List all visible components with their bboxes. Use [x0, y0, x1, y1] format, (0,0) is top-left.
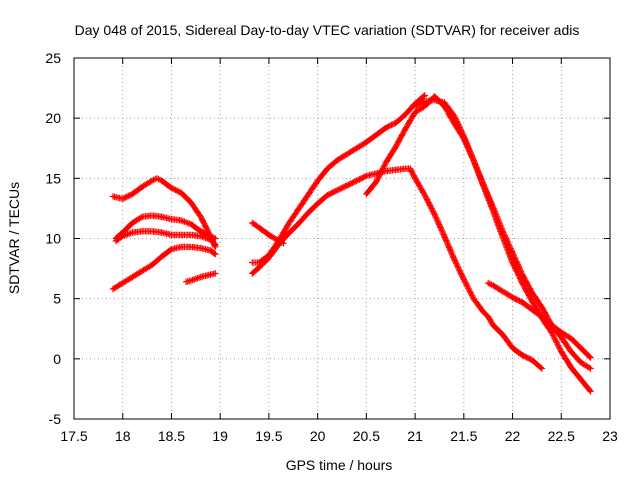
y-tick-label: 15	[45, 170, 61, 186]
x-tick-label: 21.5	[450, 428, 477, 444]
x-tick-label: 20	[310, 428, 326, 444]
y-tick-label: 25	[45, 50, 61, 66]
x-tick-label: 21	[407, 428, 423, 444]
x-tick-label: 18.5	[158, 428, 185, 444]
data-series	[109, 92, 594, 395]
x-tick-label: 19.5	[255, 428, 282, 444]
x-tick-label: 20.5	[353, 428, 380, 444]
y-tick-label: 10	[45, 231, 61, 247]
grid	[74, 58, 610, 419]
x-tick-label: 23	[602, 428, 618, 444]
series-track-3	[112, 228, 219, 248]
series-track-4	[109, 243, 219, 293]
series-track-8	[249, 165, 545, 372]
series-track-10	[411, 96, 594, 395]
y-axis-label: SDTVAR / TECUs	[6, 182, 22, 294]
x-tick-label: 18	[115, 428, 131, 444]
y-tick-label: 0	[53, 351, 61, 367]
x-axis-label: GPS time / hours	[286, 457, 393, 473]
x-tick-label: 22	[505, 428, 521, 444]
chart-title: Day 048 of 2015, Sidereal Day-to-day VTE…	[75, 22, 580, 38]
y-tick-label: 5	[53, 291, 61, 307]
x-tick-label: 17.5	[60, 428, 87, 444]
axes: 17.5 18 18.5 19 19.5 20 20.5 21 21.5 22 22.5 23 -5 0 5…	[45, 50, 618, 444]
y-tick-label: -5	[49, 411, 62, 427]
x-tick-label: 22.5	[548, 428, 575, 444]
y-tick-label: 20	[45, 110, 61, 126]
x-tick-label: 19	[212, 428, 228, 444]
series-track-5	[182, 270, 219, 285]
series-track-11	[485, 279, 594, 361]
